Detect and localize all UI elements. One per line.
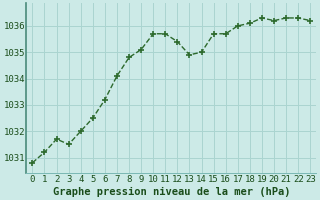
X-axis label: Graphe pression niveau de la mer (hPa): Graphe pression niveau de la mer (hPa)	[52, 186, 290, 197]
